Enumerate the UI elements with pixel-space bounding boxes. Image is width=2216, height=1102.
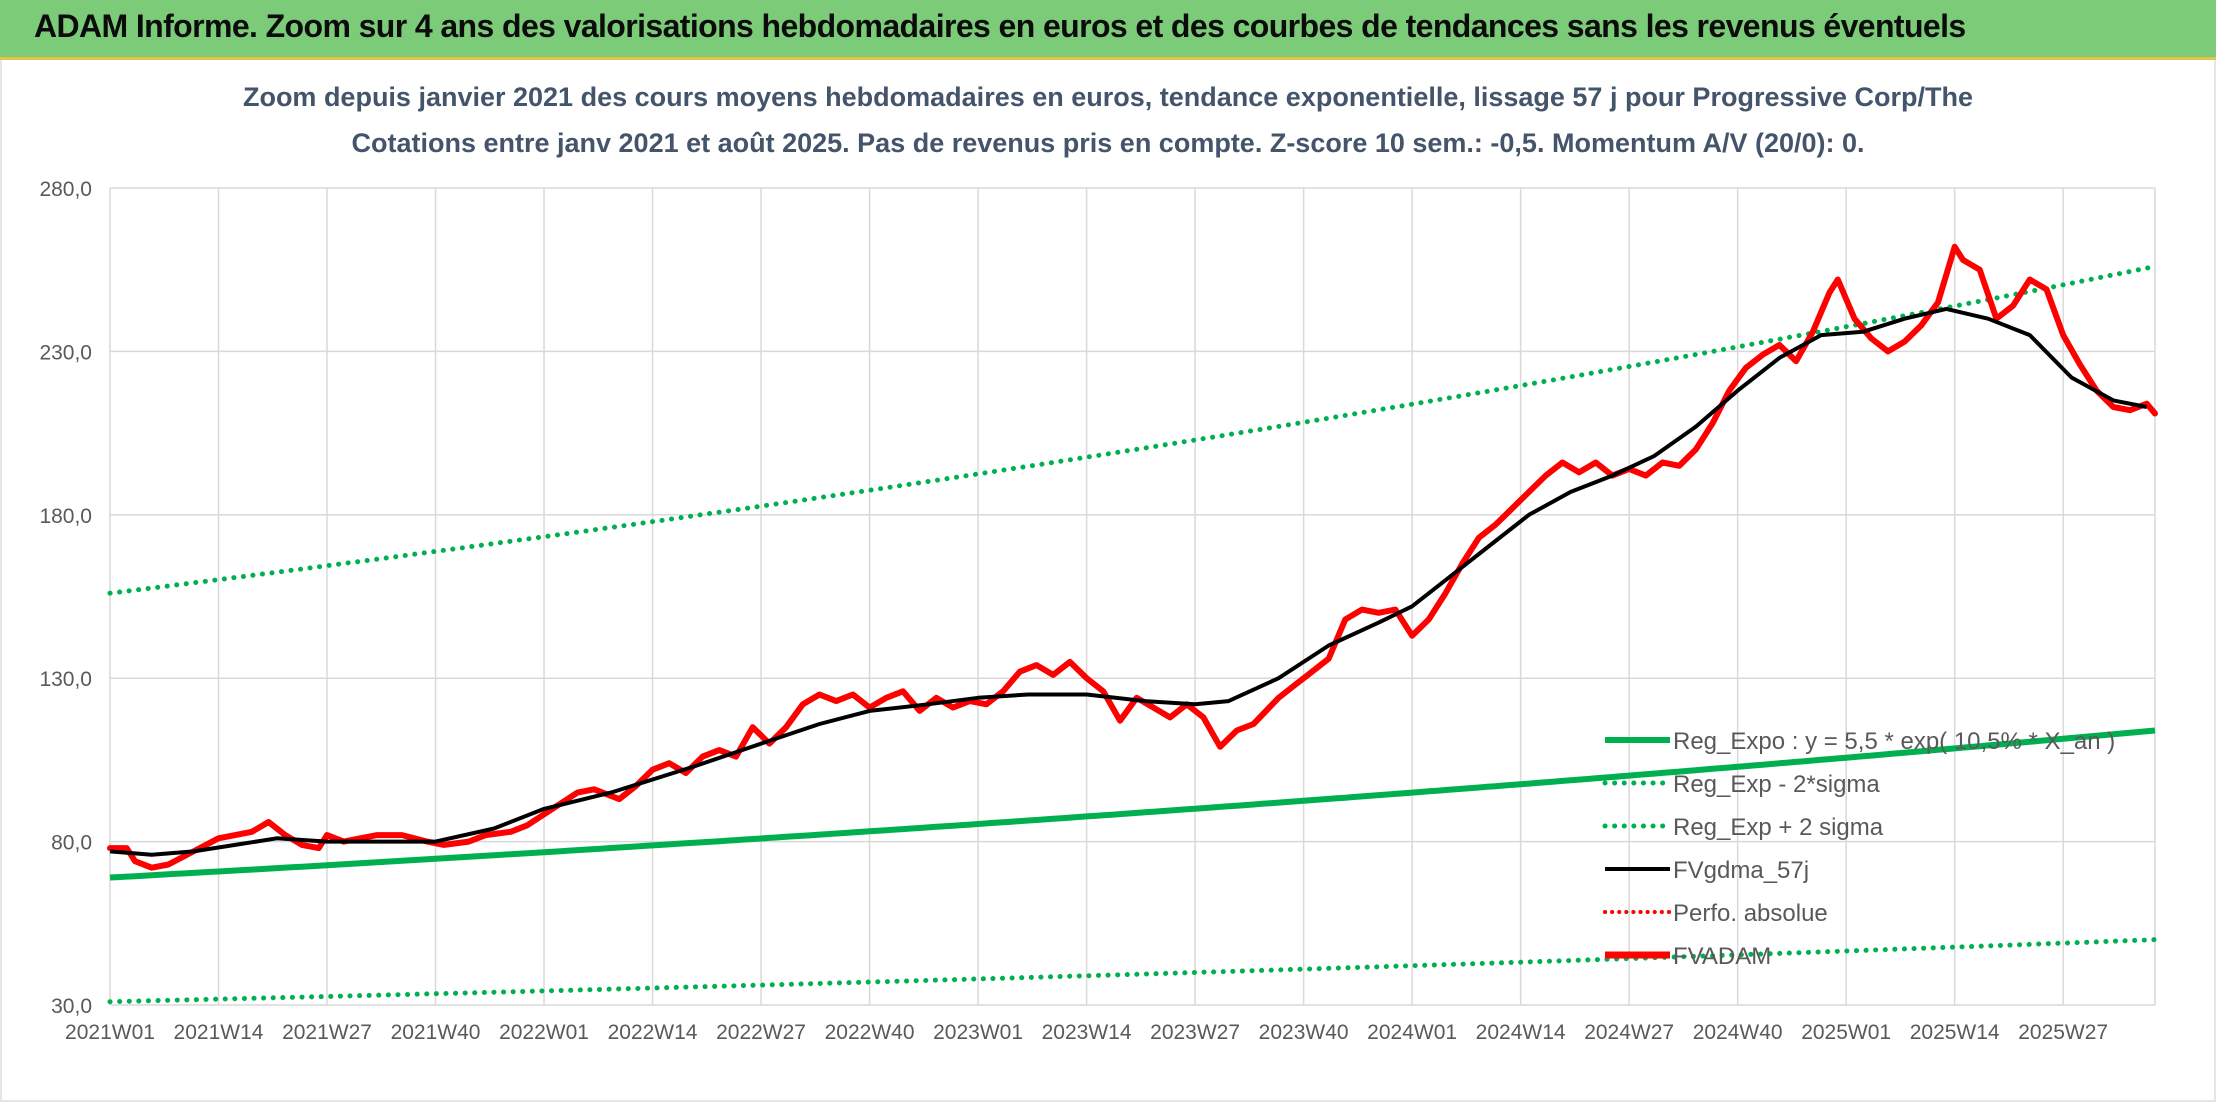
legend-item-reg-expo: Reg_Expo : y = 5,5 * exp( 10,5% * X_an ) bbox=[1605, 728, 2115, 755]
legend-label: FVgdma_57j bbox=[1673, 857, 1809, 884]
x-tick-label: 2023W40 bbox=[1259, 1021, 1349, 1044]
x-tick-label: 2024W14 bbox=[1476, 1021, 1566, 1044]
legend-item-fvgdma: FVgdma_57j bbox=[1605, 857, 1809, 884]
fvadam-line bbox=[107, 243, 2158, 871]
y-axis-ticks: 280,0 230,0 180,0 130,0 80,0 30,0 bbox=[39, 178, 92, 1018]
x-tick-label: 2021W14 bbox=[174, 1021, 264, 1044]
chart-title: Zoom depuis janvier 2021 des cours moyen… bbox=[243, 82, 1973, 158]
reg-expo-line bbox=[109, 727, 2156, 881]
legend-label: Reg_Expo : y = 5,5 * exp( 10,5% * X_an ) bbox=[1673, 728, 2115, 755]
chart-title-line-1: Zoom depuis janvier 2021 des cours moyen… bbox=[243, 82, 1973, 112]
y-tick-label: 80,0 bbox=[51, 832, 92, 855]
page-title: ADAM Informe. Zoom sur 4 ans des valoris… bbox=[34, 8, 1966, 44]
chart-title-line-2: Cotations entre janv 2021 et août 2025. … bbox=[351, 128, 1864, 158]
x-tick-label: 2022W27 bbox=[716, 1021, 806, 1044]
y-tick-label: 130,0 bbox=[39, 668, 92, 691]
header-bar: ADAM Informe. Zoom sur 4 ans des valoris… bbox=[0, 0, 2216, 60]
x-tick-label: 2025W01 bbox=[1801, 1021, 1891, 1044]
x-tick-label: 2023W27 bbox=[1150, 1021, 1240, 1044]
y-tick-label: 230,0 bbox=[39, 341, 92, 364]
legend: Reg_Expo : y = 5,5 * exp( 10,5% * X_an )… bbox=[1602, 728, 2115, 970]
x-tick-label: 2021W01 bbox=[65, 1021, 155, 1044]
fvgdma-line bbox=[109, 306, 2148, 857]
x-tick-label: 2021W40 bbox=[391, 1021, 481, 1044]
x-tick-label: 2025W27 bbox=[2018, 1021, 2108, 1044]
x-tick-label: 2023W01 bbox=[933, 1021, 1023, 1044]
x-tick-label: 2023W14 bbox=[1042, 1021, 1132, 1044]
legend-item-perfo: Perfo. absolue bbox=[1603, 900, 1828, 927]
legend-label: FVADAM bbox=[1673, 943, 1771, 970]
series-lines bbox=[107, 243, 2158, 1005]
x-tick-label: 2024W01 bbox=[1367, 1021, 1457, 1044]
y-tick-label: 30,0 bbox=[51, 995, 92, 1018]
x-tick-label: 2021W27 bbox=[282, 1021, 372, 1044]
reg-exp-minus-2sigma-line bbox=[107, 937, 2158, 1005]
x-tick-label: 2022W40 bbox=[825, 1021, 915, 1044]
legend-label: Reg_Exp + 2 sigma bbox=[1673, 814, 1884, 841]
x-tick-label: 2025W14 bbox=[1910, 1021, 2000, 1044]
x-tick-label: 2024W27 bbox=[1584, 1021, 1674, 1044]
legend-item-reg-exp-minus: Reg_Exp - 2*sigma bbox=[1602, 771, 1880, 798]
legend-item-fvadam: FVADAM bbox=[1605, 943, 1771, 970]
legend-item-reg-exp-plus: Reg_Exp + 2 sigma bbox=[1602, 814, 1884, 841]
y-tick-label: 280,0 bbox=[39, 178, 92, 201]
x-tick-label: 2022W14 bbox=[608, 1021, 698, 1044]
y-tick-label: 180,0 bbox=[39, 505, 92, 528]
legend-label: Perfo. absolue bbox=[1673, 900, 1828, 927]
x-axis-ticks: 2021W01 2021W14 2021W27 2021W40 2022W01 2022W… bbox=[65, 1021, 2108, 1044]
reg-exp-plus-2sigma-line bbox=[107, 263, 2158, 596]
line-chart: Zoom depuis janvier 2021 des cours moyen… bbox=[39, 82, 2158, 1044]
x-tick-label: 2022W01 bbox=[499, 1021, 589, 1044]
x-tick-label: 2024W40 bbox=[1693, 1021, 1783, 1044]
legend-label: Reg_Exp - 2*sigma bbox=[1673, 771, 1880, 798]
